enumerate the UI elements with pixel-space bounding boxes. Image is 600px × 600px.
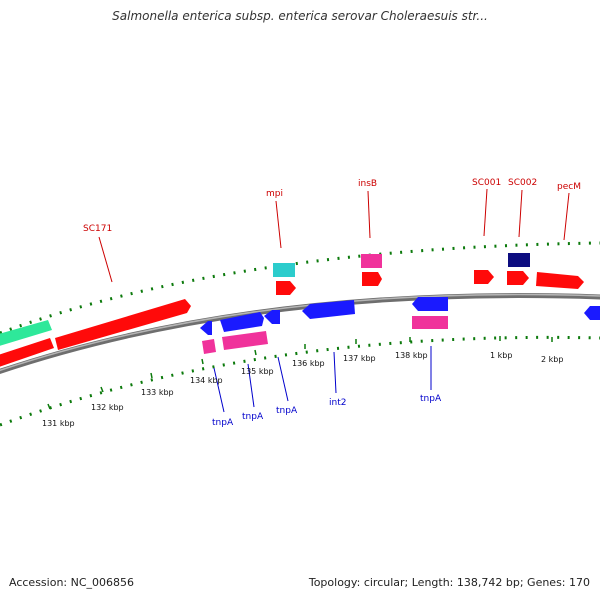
- gene-pecM[interactable]: [536, 272, 584, 289]
- gene-label[interactable]: SC171: [83, 224, 112, 234]
- gene-label[interactable]: mpi: [266, 189, 283, 199]
- gene-blue-1[interactable]: [200, 321, 212, 335]
- gene-label[interactable]: SC002: [508, 178, 537, 188]
- gene-label[interactable]: SC001: [472, 178, 501, 188]
- gene-mpi-cyan[interactable]: [273, 263, 295, 277]
- gene-insB-pink[interactable]: [361, 254, 382, 268]
- gene-label[interactable]: insB: [358, 179, 377, 189]
- tick-label: 1 kbp: [490, 351, 512, 360]
- gene-label[interactable]: tnpA: [212, 418, 234, 428]
- inner-major-ticks: [47, 336, 553, 410]
- gene-insB[interactable]: [362, 272, 382, 286]
- tick-label: 135 kbp: [241, 367, 274, 376]
- gene-red-left[interactable]: [0, 338, 54, 367]
- gene-label[interactable]: pecM: [557, 182, 581, 192]
- tick-label: 131 kbp: [42, 419, 75, 428]
- label-leaders-blue: [213, 346, 432, 413]
- gene-sc001[interactable]: [474, 270, 494, 284]
- tick-label: 138 kbp: [395, 351, 428, 360]
- outer-tick-ring: [0, 241, 600, 335]
- tick-label: 137 kbp: [343, 354, 376, 363]
- gene-label[interactable]: tnpA: [420, 394, 442, 404]
- map-title: Salmonella enterica subsp. enterica sero…: [112, 9, 488, 23]
- tick-label: 133 kbp: [141, 388, 174, 397]
- gene-blue-3[interactable]: [264, 310, 280, 324]
- tick-label: 132 kbp: [91, 403, 124, 412]
- gene-label[interactable]: int2: [329, 398, 346, 408]
- gene-blue-4[interactable]: [302, 300, 355, 319]
- gene-sc002-navy[interactable]: [508, 253, 530, 267]
- gene-sc171[interactable]: [55, 299, 191, 350]
- tick-label: 136 kbp: [292, 359, 325, 368]
- gene-pink-3[interactable]: [412, 316, 448, 329]
- gene-label[interactable]: tnpA: [242, 412, 264, 422]
- gene-pink-2[interactable]: [222, 331, 268, 350]
- label-leaders-red: [98, 188, 570, 283]
- inner-tick-ring: [0, 335, 600, 427]
- gene-blue-5[interactable]: [412, 297, 448, 311]
- gene-blue-2[interactable]: [220, 312, 264, 332]
- accession-text: Accession: NC_006856: [9, 576, 135, 589]
- gene-mpi[interactable]: [276, 281, 296, 295]
- genome-backbone-highlight: [0, 293, 600, 372]
- gene-sc002[interactable]: [507, 271, 529, 285]
- tick-label: 134 kbp: [190, 376, 223, 385]
- gene-green[interactable]: [0, 320, 52, 346]
- gene-blue-right[interactable]: [584, 306, 600, 320]
- gene-pink-1[interactable]: [202, 339, 216, 354]
- tick-label: 2 kbp: [541, 355, 563, 364]
- genome-summary-text: Topology: circular; Length: 138,742 bp; …: [308, 576, 590, 589]
- gene-label[interactable]: tnpA: [276, 406, 298, 416]
